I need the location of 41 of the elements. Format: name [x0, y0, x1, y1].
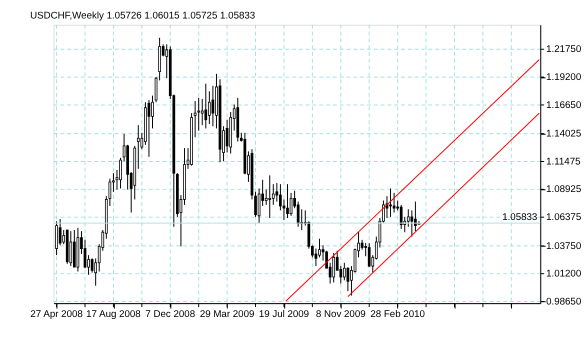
candlestick — [389, 188, 392, 218]
candlestick — [332, 252, 336, 283]
candlestick — [406, 208, 410, 228]
candlestick — [342, 262, 346, 281]
x-tick-label: 19 Jul 2009 — [258, 308, 310, 320]
y-tick-label: 1.16650 — [546, 100, 582, 111]
candlestick — [197, 97, 200, 132]
y-tick-label: 1.08925 — [546, 184, 582, 196]
candlestick — [58, 218, 62, 246]
y-tick-label: 1.03750 — [546, 240, 582, 252]
y-tick-label: 1.21750 — [546, 44, 582, 56]
candlestick — [392, 192, 396, 214]
candlestick — [268, 174, 272, 218]
candlestick — [148, 100, 150, 158]
y-tick-label: 1.19200 — [546, 72, 582, 84]
y-tick-label: 1.01200 — [546, 268, 582, 280]
x-tick-label: 28 Feb 2010 — [370, 308, 426, 320]
candlestick — [55, 220, 58, 256]
chart-title: USDCHF,Weekly 1.05726 1.06015 1.05725 1.05833 — [30, 10, 256, 22]
candlestick — [346, 266, 350, 292]
candlestick — [286, 184, 289, 218]
candlestick — [264, 189, 268, 206]
x-tick-label: 27 Apr 2008 — [30, 308, 83, 320]
candlestick — [69, 230, 72, 267]
candlestick — [368, 242, 371, 268]
candlestick — [410, 210, 414, 238]
x-tick-label: 7 Dec 2008 — [145, 308, 196, 320]
x-tick-label: 17 Aug 2008 — [86, 308, 141, 320]
candlestick — [136, 124, 140, 170]
y-tick-label: 1.14025 — [546, 128, 582, 140]
candlestick — [204, 83, 208, 129]
candlestick — [212, 85, 214, 127]
candlestick — [200, 98, 204, 126]
x-tick-label: 8 Nov 2009 — [316, 308, 366, 320]
candlestick — [272, 184, 275, 206]
y-tick-label: 1.06375 — [546, 212, 582, 224]
y-tick-label: 0.98650 — [546, 296, 582, 308]
candlestick — [275, 182, 278, 202]
ref-line-label: 1.05833 — [502, 212, 538, 224]
y-tick-label: 1.11475 — [546, 156, 581, 168]
x-tick-label: 29 Mar 2009 — [200, 308, 254, 320]
